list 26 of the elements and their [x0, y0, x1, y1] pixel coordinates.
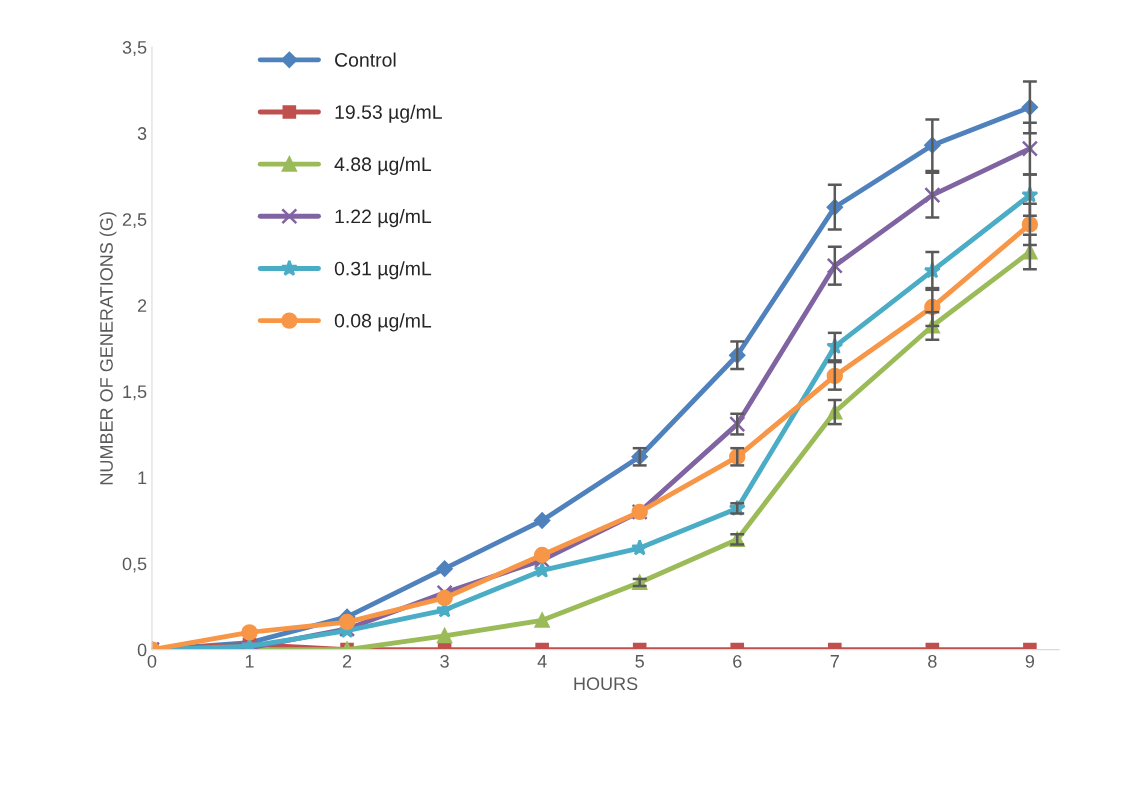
x-tick-label: 0 — [147, 654, 157, 668]
legend-label: 19.53 µg/mL — [335, 104, 442, 123]
legend-label: 0.31 µg/mL — [334, 261, 432, 280]
y-tick-label: 3 — [137, 127, 147, 140]
y-tick-label: 2 — [137, 299, 147, 312]
x-tick-label: 7 — [830, 655, 839, 668]
y-tick-label: 2,5 — [122, 213, 147, 229]
y-tick-label: 3,5 — [122, 41, 147, 56]
y-tick-label: 1 — [138, 471, 147, 484]
x-tick-label: 4 — [537, 655, 547, 668]
x-tick-label: 8 — [928, 654, 937, 668]
x-tick-label: 9 — [1025, 654, 1035, 668]
y-tick-label: 0,5 — [122, 557, 147, 573]
x-tick-label: 2 — [342, 654, 352, 668]
x-tick-label: 6 — [733, 654, 742, 668]
legend-label: 0.08 µg/mL — [334, 313, 432, 332]
legend-label: Control — [335, 52, 396, 67]
x-axis-title: HOURS — [574, 677, 638, 691]
x-tick-label: 3 — [440, 654, 449, 668]
y-tick-label: 1,5 — [123, 385, 147, 401]
y-tick-label: 0 — [137, 643, 147, 657]
x-tick-label: 5 — [635, 655, 644, 668]
y-axis-title: NUMBER OF GENERATIONS (G) — [99, 212, 117, 485]
x-tick-label: 1 — [245, 655, 254, 668]
legend-label: 4.88 µg/mL — [334, 156, 432, 175]
legend-label: 1.22 µg/mL — [335, 209, 432, 228]
